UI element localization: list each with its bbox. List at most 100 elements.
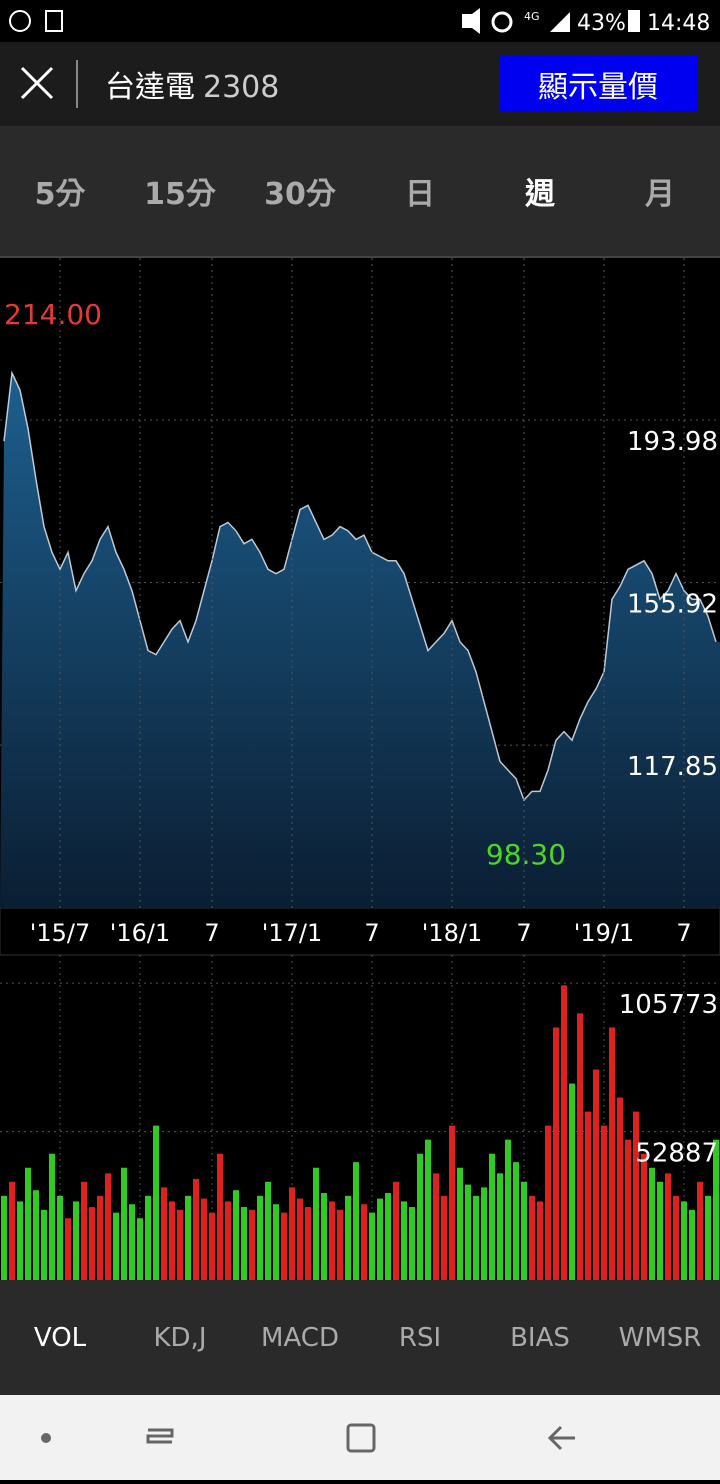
x-tick-label: 7 <box>364 919 379 947</box>
indicator-tab[interactable]: WMSR <box>618 1322 702 1353</box>
volume-bar <box>33 1190 39 1280</box>
indicator-tab[interactable]: MACD <box>261 1322 339 1353</box>
volume-bar <box>345 1195 351 1280</box>
volume-bar <box>297 1198 303 1280</box>
navigation-bar <box>0 1395 720 1480</box>
high-label: 214.00 <box>4 298 102 331</box>
volume-bar <box>369 1212 375 1280</box>
nav-dot[interactable] <box>41 1433 51 1443</box>
volume-bar <box>89 1207 95 1280</box>
period-tab[interactable]: 月 <box>645 177 675 212</box>
separator <box>0 256 720 258</box>
period-tab[interactable]: 30分 <box>264 177 336 212</box>
volume-bar <box>25 1167 31 1280</box>
volume-bar <box>249 1209 255 1280</box>
x-tick-label: '18/1 <box>422 919 483 947</box>
volume-bar <box>321 1192 327 1280</box>
volume-bar <box>273 1204 279 1280</box>
volume-bar <box>529 1195 535 1280</box>
volume-bar <box>81 1181 87 1280</box>
battery-percent: 43% <box>577 11 626 36</box>
volume-bar <box>153 1125 159 1280</box>
period-tab[interactable]: 日 <box>405 177 435 212</box>
price-line <box>3 370 717 802</box>
x-tick-label: 7 <box>204 919 219 947</box>
volume-bar <box>553 1027 559 1280</box>
status-bar: 4G 43% 14:48 <box>0 0 720 42</box>
y-tick-label: 155.92 <box>627 589 718 619</box>
volume-bar <box>705 1195 711 1280</box>
volume-bar <box>1 1195 7 1280</box>
nav-home[interactable] <box>346 1423 376 1453</box>
volume-bar <box>201 1198 207 1280</box>
status-icons: 4G 43% 14:48 <box>9 8 710 36</box>
x-tick-label: '15/7 <box>30 919 91 947</box>
indicator-tab[interactable]: VOL <box>33 1322 87 1353</box>
volume-bar <box>177 1209 183 1280</box>
close-button[interactable] <box>0 42 80 126</box>
volume-bar <box>145 1195 151 1280</box>
show-volume-button[interactable]: 顯示量價 <box>499 56 697 112</box>
volume-bar <box>353 1162 359 1280</box>
period-tab[interactable]: 5分 <box>34 177 86 212</box>
volume-bar <box>473 1195 479 1280</box>
volume-bar <box>193 1178 199 1280</box>
volume-bar <box>449 1125 455 1280</box>
volume-bar <box>329 1201 335 1280</box>
volume-bar <box>713 1139 719 1280</box>
volume-bar <box>561 985 567 1280</box>
y-tick-label: 117.85 <box>627 752 718 782</box>
volume-bar <box>217 1153 223 1280</box>
clock: 14:48 <box>647 11 710 36</box>
indicator-tab[interactable]: BIAS <box>510 1322 570 1353</box>
y-tick-label: 105773 <box>619 990 718 1020</box>
volume-bar <box>497 1173 503 1280</box>
period-tab[interactable]: 週 <box>525 177 555 212</box>
volume-bar <box>377 1198 383 1280</box>
indicator-tab[interactable]: RSI <box>398 1322 442 1353</box>
volume-bar <box>361 1204 367 1280</box>
volume-bar <box>433 1173 439 1280</box>
volume-bar <box>121 1167 127 1280</box>
volume-bar <box>281 1212 287 1280</box>
stock-name: 台達電 <box>105 70 195 105</box>
volume-bar <box>617 1097 623 1280</box>
volume-bar <box>489 1153 495 1280</box>
volume-bar <box>49 1153 55 1280</box>
nav-recent[interactable] <box>146 1428 174 1444</box>
x-tick-label: '17/1 <box>262 919 323 947</box>
period-tab[interactable]: 15分 <box>144 177 216 212</box>
volume-bar <box>169 1201 175 1280</box>
volume-bar <box>73 1201 79 1280</box>
signal-icon <box>550 12 570 32</box>
close-icon <box>20 66 54 100</box>
volume-bar <box>129 1204 135 1280</box>
network: 4G <box>524 10 540 23</box>
volume-bar <box>585 1111 591 1280</box>
volume-bar <box>409 1207 415 1280</box>
volume-bar <box>577 1013 583 1280</box>
indicator-tab[interactable]: KD,J <box>153 1322 207 1353</box>
volume-bar <box>161 1187 167 1280</box>
volume-bar <box>689 1209 695 1280</box>
y-tick-label: 52887 <box>635 1139 718 1169</box>
nav-back[interactable] <box>547 1425 575 1451</box>
price-area <box>0 372 720 908</box>
volume-bar <box>505 1139 511 1280</box>
volume-bar <box>105 1173 111 1280</box>
x-tick-label: 7 <box>676 919 691 947</box>
volume-bar <box>537 1201 543 1280</box>
volume-bar <box>17 1201 23 1280</box>
stock-title: 台達電 2308 <box>105 62 279 106</box>
volume-bar <box>649 1167 655 1280</box>
volume-bar <box>113 1212 119 1280</box>
volume-bar <box>289 1187 295 1280</box>
alarm-icon <box>491 11 513 33</box>
volume-bar <box>393 1181 399 1280</box>
volume-bar <box>625 1139 631 1280</box>
volume-bar <box>593 1069 599 1280</box>
volume-bar <box>257 1195 263 1280</box>
volume-bar <box>241 1207 247 1280</box>
x-tick-label: '16/1 <box>110 919 171 947</box>
